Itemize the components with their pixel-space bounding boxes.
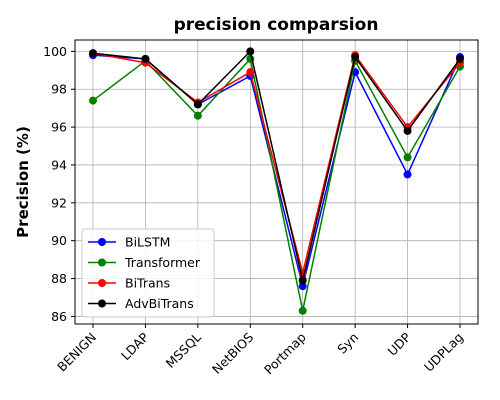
legend-marker [98, 238, 106, 246]
data-point [298, 276, 307, 285]
data-point [193, 111, 202, 120]
data-point [141, 54, 150, 63]
data-point [403, 126, 412, 135]
y-tick-label: 86 [51, 309, 67, 324]
y-tick-label: 98 [51, 82, 67, 97]
x-tick-label: Syn [334, 330, 361, 357]
data-point [246, 47, 255, 56]
x-tick-label: BENIGN [54, 330, 99, 375]
x-tick-label: MSSQL [163, 329, 204, 370]
data-point [351, 53, 360, 62]
series-lines [89, 47, 464, 315]
y-tick-label: 94 [51, 157, 67, 172]
axes: 86 88 90 92 94 96 98 100 BENIGN LDAP MSSQL NetBIOS P… [43, 39, 479, 377]
x-tick-label: UDPLag [421, 330, 466, 375]
data-point [298, 306, 307, 315]
legend-label: Transformer [124, 255, 201, 270]
y-tick-label: 100 [43, 44, 67, 59]
x-tick-label: NetBIOS [209, 329, 256, 376]
data-point [298, 282, 307, 291]
legend-marker [98, 299, 106, 308]
legend-label: BiLSTM [125, 235, 170, 250]
data-point [456, 54, 464, 63]
y-tick-label: 88 [51, 271, 67, 286]
x-tick-label: Portmap [261, 329, 309, 377]
legend: BiLSTM Transformer BiTrans AdvBiTrans [81, 228, 215, 318]
y-tick-label: 90 [51, 233, 67, 248]
data-point [403, 170, 412, 179]
series-line [92, 49, 461, 281]
legend-marker [98, 258, 106, 267]
data-point [89, 49, 97, 58]
legend-label: BiTrans [125, 276, 170, 291]
data-point [403, 153, 412, 162]
chart-title: precision comparsion [174, 15, 379, 35]
series-line [92, 52, 461, 274]
data-point [193, 100, 202, 109]
x-tick-label: LDAP [118, 329, 152, 363]
y-tick-label: 96 [51, 120, 67, 135]
plot-frame [74, 39, 479, 325]
data-point [89, 96, 97, 105]
data-point [246, 68, 255, 77]
legend-box [81, 228, 215, 318]
legend-label: AdvBiTrans [125, 296, 194, 311]
legend-marker [98, 279, 106, 287]
y-axis-label: Precision (%) [14, 126, 32, 238]
y-tick-label: 92 [51, 195, 67, 210]
x-tick-label: UDP [384, 329, 414, 359]
